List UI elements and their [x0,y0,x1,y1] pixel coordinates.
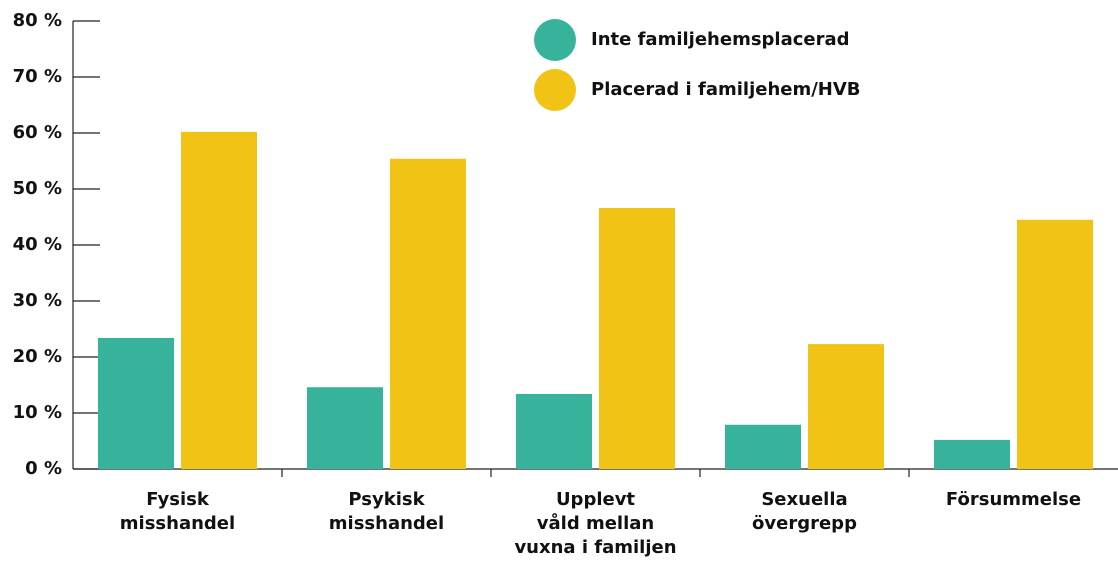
y-tick-label: 40 % [13,234,62,255]
y-tick-label: 60 % [13,122,62,143]
legend-label: Placerad i familjehem/HVB [591,79,861,100]
legend-swatch [534,19,576,61]
bar [516,393,592,469]
bar [599,208,675,470]
y-tick-label: 0 % [25,458,62,479]
x-tick-label: Upplevt våld mellan vuxna i familjen [514,489,677,558]
y-tick-label: 30 % [13,290,62,311]
x-tick-label: Försummelse [945,489,1082,510]
legend-label: Inte familjehemsplacerad [591,29,850,50]
x-tick-label: Psykisk misshandel [328,489,445,534]
bar [725,424,801,469]
bar [307,387,383,469]
bar [1017,219,1093,469]
y-tick-label: 10 % [13,402,62,423]
bar [181,131,257,469]
y-tick-label: 70 % [13,66,62,87]
legend-swatch [534,69,576,111]
y-tick-label: 80 % [13,10,62,31]
bar [390,158,466,469]
x-tick-label: Sexuella övergrepp [752,489,857,534]
bar [98,337,174,469]
bar [934,439,1010,469]
y-tick-label: 20 % [13,346,62,367]
x-tick-label: Fysisk misshandel [119,489,236,534]
bar [808,344,884,469]
y-tick-label: 50 % [13,178,62,199]
